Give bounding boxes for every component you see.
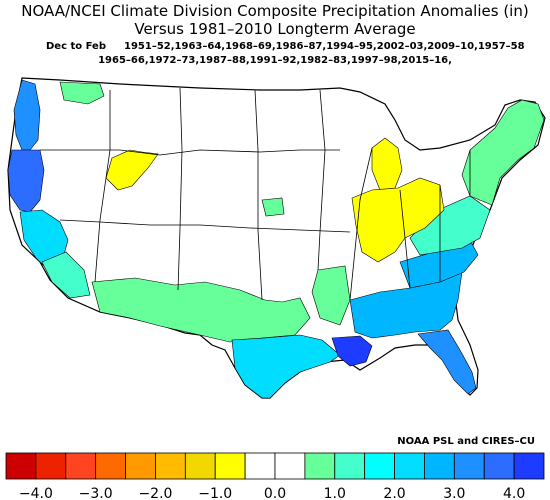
map-credit: NOAA PSL and CIRES–CU — [397, 436, 535, 447]
colorbar-cell — [125, 452, 156, 480]
colorbar-tick-label: 2.0 — [383, 486, 405, 500]
region-montana-north — [59, 81, 105, 105]
composite-years-line2: 1965–66,1972–73,1987–88,1991–92,1982–83,… — [98, 55, 452, 66]
colorbar-cell — [5, 452, 37, 480]
colorbar-ticks: −4.0 −3.0 −2.0 −1.0 0.0 1.0 2.0 3.0 4.0 — [19, 486, 525, 500]
colorbar-cell — [394, 452, 425, 480]
region-idaho-wyoming — [105, 149, 159, 191]
colorbar-tick-label: −1.0 — [198, 486, 232, 500]
colorbar-cell — [483, 452, 515, 480]
map-subtitle-line1: Dec to Feb 1951–52,1963–64,1968–69,1986–8… — [46, 41, 525, 53]
composite-years-line1: 1951–52,1963–64,1968–69,1986–87,1994–95,… — [124, 41, 525, 52]
region-arkansas — [311, 265, 351, 326]
colorbar-cell — [513, 452, 545, 480]
colorbar-tick-label: −4.0 — [19, 486, 53, 500]
region-nebraska — [261, 197, 285, 217]
region-louisiana — [331, 335, 373, 367]
region-florida — [417, 329, 477, 395]
colorbar-cell — [304, 452, 336, 480]
map-title-line2: Versus 1981–2010 Longterm Average — [134, 20, 416, 38]
colorbar-cell — [184, 452, 216, 480]
region-southwest — [91, 277, 311, 343]
colorbar-cells — [5, 452, 545, 480]
region-michigan — [371, 137, 403, 191]
colorbar-tick-label: 4.0 — [503, 486, 525, 500]
colorbar-tick-label: 1.0 — [324, 486, 346, 500]
region-mid-atlantic — [409, 195, 491, 256]
colorbar-cell — [95, 452, 126, 480]
colorbar-tick-label: −2.0 — [138, 486, 172, 500]
colorbar-cell — [424, 452, 455, 480]
colorbar-cell — [274, 452, 306, 480]
region-ohio-valley — [351, 177, 445, 263]
colorbar-cell — [364, 452, 395, 480]
colorbar-cell — [214, 452, 246, 480]
map-title-line1: NOAA/NCEI Climate Division Composite Pre… — [21, 2, 529, 20]
colorbar-tick-label: 0.0 — [264, 486, 286, 500]
colorbar-tick-label: 3.0 — [443, 486, 465, 500]
region-texas-gulf — [231, 334, 341, 399]
colorbar-cell — [334, 452, 366, 480]
colorbar-tick-label: −3.0 — [79, 486, 113, 500]
colorbar-cell — [35, 452, 67, 480]
colorbar-cell — [244, 452, 276, 480]
colorbar-cell — [155, 452, 186, 480]
state-boundaries — [40, 87, 471, 301]
region-southern-california — [41, 251, 91, 299]
colorbar-cell — [453, 452, 485, 480]
season-label: Dec to Feb — [46, 41, 106, 52]
colorbar-cell — [65, 452, 97, 480]
